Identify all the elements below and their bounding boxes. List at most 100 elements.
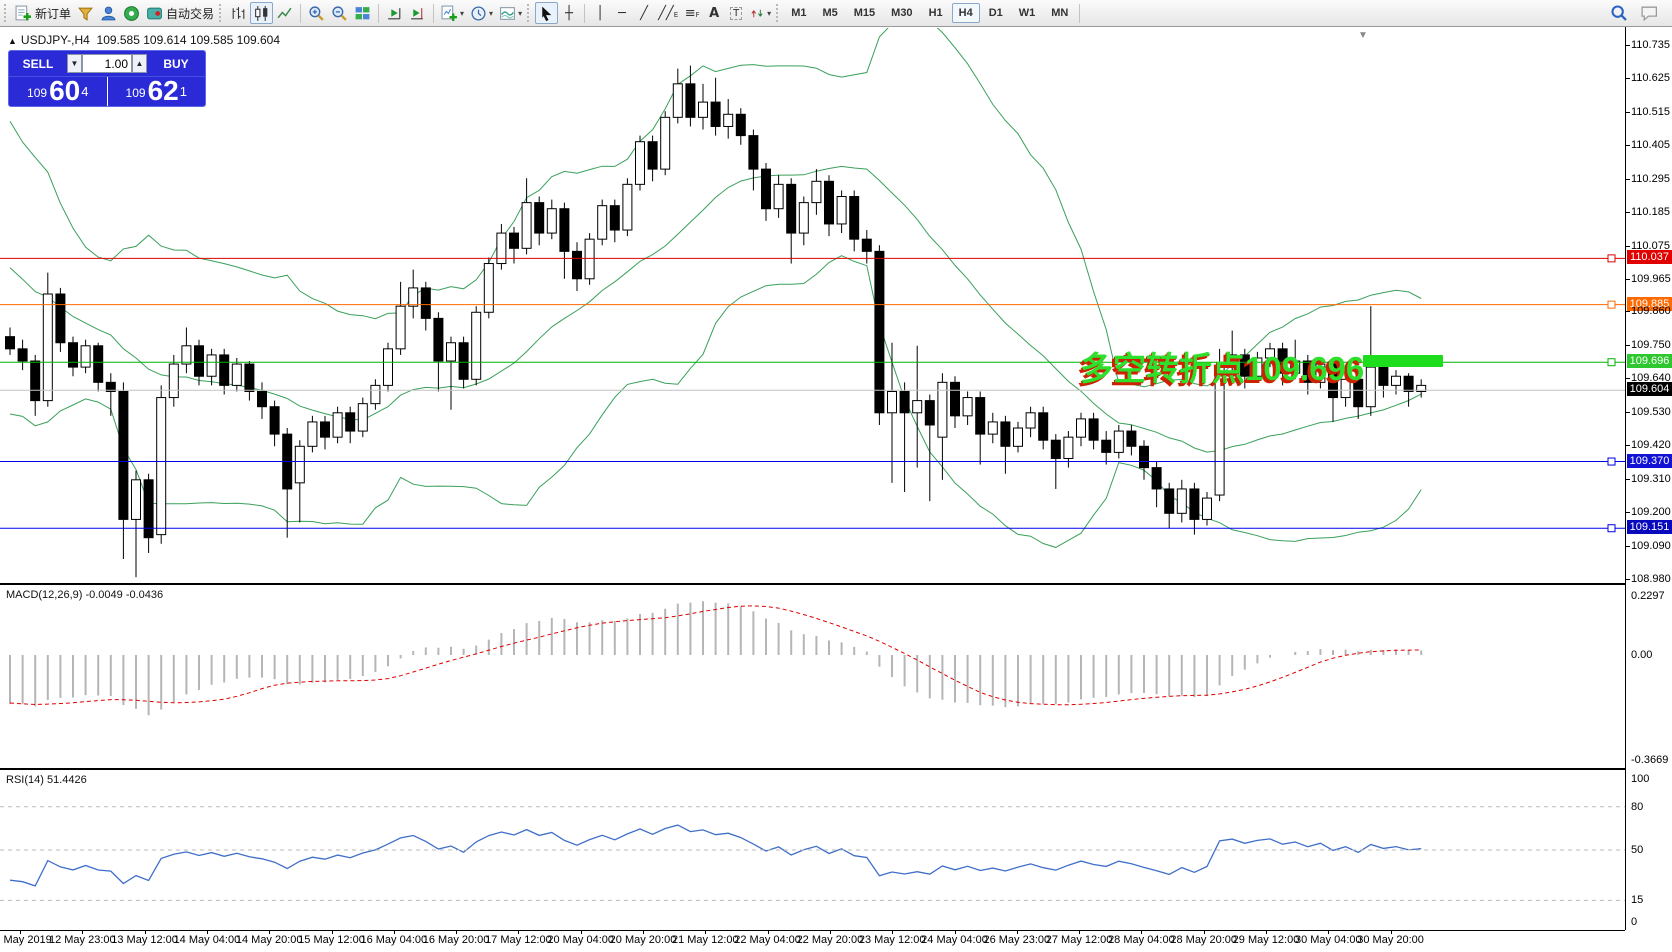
current-price-price-label[interactable]: 109.604 [1627, 382, 1672, 397]
time-tick [705, 930, 707, 934]
chart-bars-button[interactable] [227, 2, 250, 24]
bull-candle [206, 354, 217, 377]
panel-separator[interactable] [0, 583, 1625, 585]
bull-candle [811, 180, 822, 204]
chart-line-button[interactable] [273, 2, 296, 24]
horizontal-line-button[interactable]: ─ [611, 2, 633, 24]
rsi-panel[interactable] [0, 771, 1625, 930]
bear-candle [269, 406, 280, 435]
bear-candle [874, 250, 885, 414]
bull-candle [156, 397, 167, 536]
bear-candle [1189, 488, 1200, 520]
chat-button[interactable] [1637, 2, 1662, 24]
bear-candle [572, 250, 582, 280]
green-marker[interactable] [1363, 355, 1443, 368]
triangle-up-icon: ▲ [8, 36, 17, 46]
zoom-out-button[interactable] [328, 2, 351, 24]
toolbar-grip [4, 4, 8, 22]
periods-dropdown[interactable]: ▾ [467, 2, 496, 24]
level-0-price-label[interactable]: 110.037 [1627, 250, 1672, 265]
bull-candle [597, 205, 608, 240]
chevron-down-icon: ▾ [767, 8, 772, 18]
new-order-button[interactable]: 新订单 [12, 2, 74, 24]
bull-candle [660, 116, 671, 170]
macd-panel[interactable] [0, 586, 1625, 768]
time-label: 28 May 20:00 [1170, 934, 1238, 946]
volume-decrease-button[interactable]: ▼ [67, 54, 82, 73]
community-button[interactable] [97, 2, 120, 24]
trendline-button[interactable]: ╱ [633, 2, 655, 24]
bear-candle [194, 345, 204, 377]
level-4-price-label[interactable]: 109.151 [1627, 520, 1672, 535]
bear-candle [1000, 421, 1011, 447]
funnel-icon [77, 5, 94, 22]
sell-price-button[interactable]: 109 60 4 [9, 77, 107, 106]
signals-button[interactable] [120, 2, 143, 24]
sell-button[interactable]: SELL [22, 56, 54, 71]
bear-candle [1139, 445, 1149, 469]
timeframe-mn[interactable]: MN [1051, 7, 1069, 19]
tile-windows-button[interactable] [351, 2, 374, 24]
zoom-in-button[interactable] [305, 2, 328, 24]
chart-corner-arrow-icon[interactable]: ▼ [1358, 30, 1368, 41]
channel-button[interactable]: ╱╱E [655, 2, 681, 24]
templates-dropdown[interactable]: ▾ [496, 2, 525, 24]
volume-input[interactable] [82, 54, 132, 73]
rsi-line [9, 824, 1422, 887]
chart-annotation-text[interactable]: 多空转折点109.696 [1080, 350, 1365, 387]
timeframe-m1[interactable]: M1 [791, 7, 807, 19]
level-3-price-label[interactable]: 109.370 [1627, 453, 1672, 468]
vertical-line-button[interactable]: │ [589, 2, 611, 24]
autotrading-button[interactable]: 自动交易 [143, 2, 217, 24]
bear-candle [1038, 412, 1049, 441]
funnel-button[interactable] [74, 2, 97, 24]
search-button[interactable] [1607, 2, 1631, 24]
timeframe-m30[interactable]: M30 [891, 7, 913, 19]
level-1-price-label[interactable]: 109.885 [1627, 296, 1672, 311]
text-button[interactable]: A [703, 2, 725, 24]
bull-candle [937, 381, 948, 438]
new-chart-dropdown[interactable]: ▾ [438, 2, 467, 24]
bear-candle [30, 360, 41, 402]
bull-candle [294, 445, 305, 484]
bull-candle [1013, 427, 1023, 447]
cursor-button[interactable] [535, 2, 559, 24]
bear-candle [17, 348, 28, 362]
new-order-icon [15, 5, 32, 22]
timeframe-m5[interactable]: M5 [822, 7, 838, 19]
crosshair-button[interactable]: ┼ [558, 2, 580, 24]
arrows-dropdown[interactable]: ▾ [747, 2, 774, 24]
bull-candle [168, 363, 179, 399]
bear-candle [1126, 430, 1137, 447]
timeframe-h1[interactable]: H1 [928, 7, 943, 19]
chart-area[interactable]: 110.037 109.885 109.696 109.370 109.151 109.6… [0, 27, 1672, 952]
price-axis[interactable]: 110.037 109.885 109.696 109.370 109.151 109.6… [1625, 27, 1672, 930]
bull-candle [395, 305, 406, 350]
timeframe-w1[interactable]: W1 [1018, 7, 1036, 19]
buy-price-button[interactable]: 109 62 1 [108, 77, 206, 106]
auto-scroll-button[interactable] [383, 2, 406, 24]
bull-candle [1365, 366, 1376, 408]
bull-candle [357, 403, 368, 432]
volume-increase-button[interactable]: ▲ [132, 54, 147, 73]
chart-candles-button[interactable] [250, 2, 274, 24]
chart-shift-button[interactable] [406, 2, 429, 24]
symbol-info: ▲ USDJPY-,H4 109.585 109.614 109.585 109.… [8, 33, 280, 47]
level-2-price-label[interactable]: 109.696 [1627, 354, 1672, 369]
main-price-chart[interactable] [0, 28, 1625, 583]
bear-candle [420, 287, 431, 319]
timeframe-h4[interactable]: H4 [951, 3, 980, 23]
text-label-button[interactable]: T [725, 2, 747, 24]
bull-candle [1252, 357, 1263, 377]
bollinger-middle-band [9, 165, 1422, 453]
time-label: 24 May 04:00 [921, 934, 988, 946]
horizontal-line-icon: ─ [618, 5, 626, 21]
buy-button[interactable]: BUY [163, 56, 189, 71]
timeframe-m15[interactable]: M15 [853, 7, 876, 19]
timeframe-d1[interactable]: D1 [988, 7, 1003, 19]
fibonacci-button[interactable]: ≡F [681, 2, 703, 24]
bear-candle [1164, 488, 1175, 514]
panel-separator[interactable] [0, 768, 1625, 770]
